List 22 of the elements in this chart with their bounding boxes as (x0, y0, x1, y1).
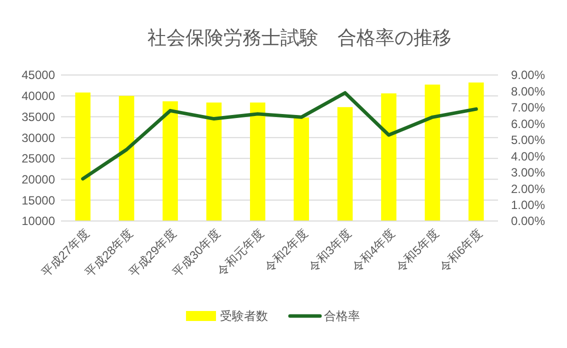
y2-tick-label: 4.00% (511, 149, 546, 164)
y2-tick-label: 3.00% (511, 166, 546, 180)
y2-tick-label: 7.00% (511, 100, 546, 115)
line-series (81, 91, 478, 181)
y-tick-label: 45000 (22, 68, 56, 82)
y2-tick-label: 0.00% (511, 214, 546, 228)
y-tick-label: 25000 (22, 152, 56, 166)
y2-tick-label: 8.00% (511, 84, 546, 98)
y2-tick-label: 1.00% (511, 198, 546, 212)
y-tick-label: 10000 (22, 214, 56, 228)
y-tick-label: 40000 (22, 89, 56, 104)
y-tick-label: 30000 (22, 130, 56, 145)
chart-title: 社会保険労務士試験 合格率の推移 (148, 27, 452, 49)
legend-label: 合格率 (324, 309, 360, 324)
y-tick-label: 15000 (22, 193, 56, 208)
legend-label: 受験者数 (220, 309, 268, 324)
y2-tick-label: 2.00% (511, 182, 546, 196)
y-tick-label: 20000 (22, 172, 56, 186)
y-tick-label: 35000 (22, 110, 56, 124)
y2-tick-label: 6.00% (511, 116, 546, 131)
y2-tick-label: 5.00% (511, 133, 546, 148)
y2-tick-label: 9.00% (511, 68, 546, 82)
